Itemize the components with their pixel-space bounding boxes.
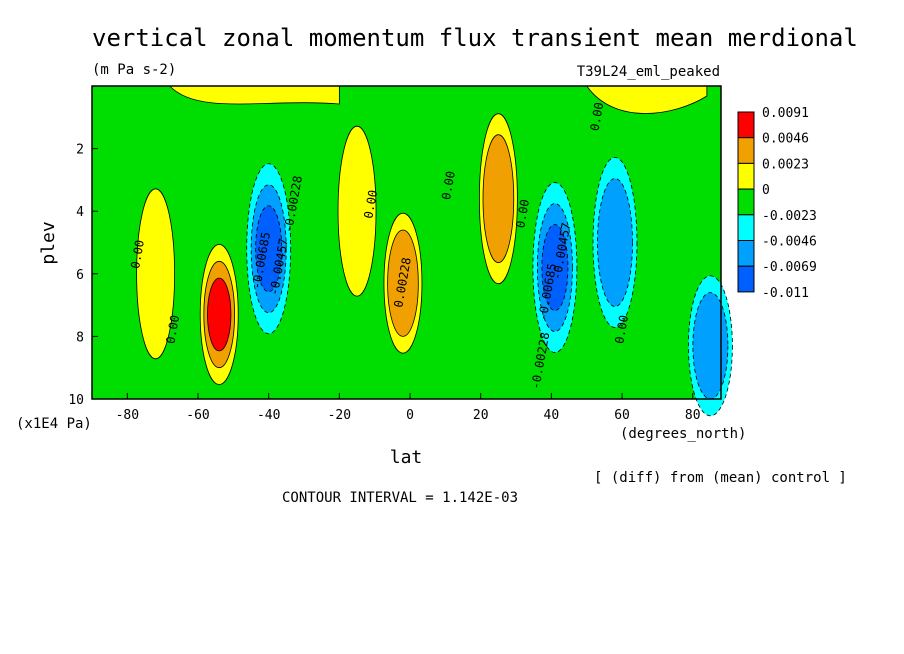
upper-band [168, 85, 340, 105]
contour-8-1 [692, 292, 729, 400]
feature-5 [478, 113, 518, 285]
colorbar-swatch-6 [737, 265, 755, 293]
x-tick-label-2: -40 [257, 408, 280, 423]
y-tick-label-1: 4 [76, 205, 84, 220]
contour-label-1: 0.00 [163, 314, 182, 345]
x-tick-label-7: 60 [614, 408, 630, 423]
colorbar-label-4: -0.0023 [762, 209, 817, 224]
feature-2 [136, 188, 176, 360]
colorbar-label-1: 0.0046 [762, 132, 809, 147]
colorbar-swatch-2 [737, 162, 755, 190]
colorbar-label-2: 0.0023 [762, 157, 809, 172]
plot-area: 0.000.00-0.00685-0.00457-0.00228 0.000.00… [91, 85, 733, 417]
y-tick-label-0: 2 [76, 143, 84, 158]
y-tick-label-2: 6 [76, 268, 84, 283]
chart-title: vertical zonal momentum flux transient m… [92, 24, 858, 52]
y-axis-label: plev [38, 221, 59, 264]
x-axis-units: (degrees_north) [620, 426, 746, 442]
contour-2-0 [136, 188, 176, 360]
colorbar-swatch-3 [737, 188, 755, 216]
colorbar-swatch-5 [737, 240, 755, 267]
contour-interval: CONTOUR INTERVAL = 1.142E-03 [282, 490, 518, 506]
colorbar-swatch-0 [737, 111, 755, 139]
y-tick-label-4: 10 [68, 393, 84, 408]
x-axis: -80 -60 -40 -20 0 20 40 60 80 [116, 393, 701, 423]
y-axis: 2 4 6 8 10 [68, 143, 98, 408]
colorbar-swatch-4 [737, 214, 755, 242]
feature-3 [337, 125, 377, 297]
contour-3-0 [337, 125, 377, 297]
units-label: (m Pa s-2) [92, 62, 176, 78]
feature-6 [532, 182, 578, 353]
feature-8 [687, 275, 733, 417]
plot-frame [91, 85, 722, 400]
colorbar-label-3: 0 [762, 183, 770, 198]
x-axis-label: lat [390, 447, 423, 468]
feature-0 [199, 244, 239, 385]
colorbar-swatch-1 [737, 137, 755, 164]
x-tick-label-8: 80 [685, 408, 701, 423]
colorbar-label-5: -0.0046 [762, 235, 817, 250]
feature-7 [592, 157, 638, 328]
x-tick-label-0: -80 [116, 408, 139, 423]
feature-1 [246, 163, 292, 335]
contour-0-2 [207, 277, 232, 352]
colorbar: 0.0091 0.0046 0.0023 0 -0.0023 -0.0046 -0.0069… [737, 106, 817, 301]
footnote: [ (diff) from (mean) control ] [594, 470, 847, 486]
contour-label-8: 0.00 [513, 198, 532, 229]
y-axis-units: (x1E4 Pa) [16, 416, 92, 432]
colorbar-label-6: -0.0069 [762, 260, 817, 275]
x-tick-label-1: -60 [186, 408, 209, 423]
feature-4 [383, 212, 423, 354]
x-tick-label-6: 40 [544, 408, 560, 423]
contour-5-1 [482, 134, 515, 264]
run-label: T39L24_eml_peaked [577, 64, 720, 80]
colorbar-label-7: -0.011 [762, 286, 809, 301]
contour-1-2 [255, 205, 283, 293]
contour-6-2 [541, 224, 569, 311]
contour-label-0: 0.00 [128, 239, 147, 270]
y-tick-label-3: 8 [76, 330, 84, 345]
x-tick-label-3: -20 [328, 408, 351, 423]
upper-band-east [585, 85, 708, 114]
contour-label-12: 0.00 [612, 314, 631, 345]
contour-label-6: 0.00 [439, 170, 458, 201]
contour-4-1 [387, 229, 419, 337]
colorbar-label-0: 0.0091 [762, 106, 809, 121]
x-tick-label-5: 20 [473, 408, 489, 423]
contour-label-5: 0.00 [361, 189, 380, 220]
contour-7-1 [597, 178, 633, 307]
x-tick-label-4: 0 [406, 408, 414, 423]
contour-label-13: 0.00 [588, 101, 607, 132]
